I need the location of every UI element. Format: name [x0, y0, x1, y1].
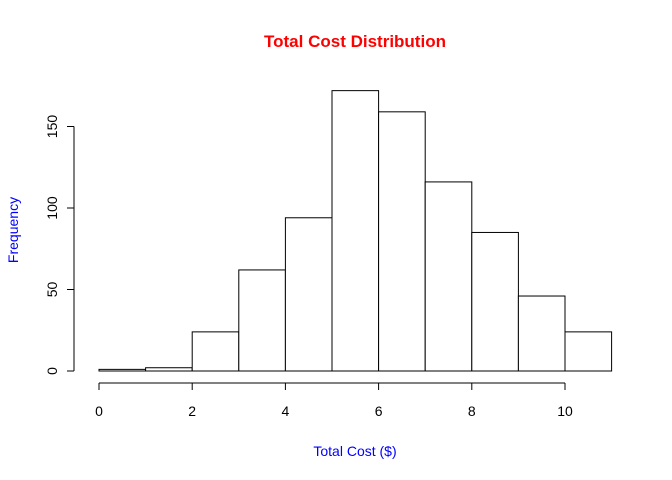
histogram-bar	[98, 368, 147, 372]
histogram-bar	[564, 331, 613, 372]
y-axis-label: Frequency	[5, 197, 21, 263]
x-tick-label: 6	[375, 403, 383, 419]
histogram-bar	[378, 111, 426, 372]
y-axis: 0 50 100 150	[44, 115, 75, 375]
histogram-bar	[145, 367, 193, 372]
x-tick-label: 2	[188, 403, 196, 419]
histogram-bar	[191, 331, 240, 372]
histogram-bar	[331, 90, 380, 372]
y-tick-label: 50	[44, 282, 60, 298]
histogram-bar	[424, 181, 473, 372]
x-axis: 0 2 4 6 8 10	[95, 382, 573, 419]
x-tick-label: 10	[557, 403, 573, 419]
histogram-bar	[238, 269, 286, 372]
x-tick-label: 4	[282, 403, 290, 419]
x-axis-label: Total Cost ($)	[313, 443, 396, 459]
bars-group	[98, 90, 613, 372]
histogram-bar	[517, 295, 566, 372]
histogram-bar	[284, 217, 333, 372]
chart-title: Total Cost Distribution	[264, 32, 446, 51]
x-tick-label: 8	[468, 403, 476, 419]
y-tick-label: 150	[44, 115, 60, 139]
y-tick-label: 100	[44, 196, 60, 220]
x-tick-label: 0	[95, 403, 103, 419]
y-tick-label: 0	[44, 367, 60, 375]
histogram-bar	[471, 231, 519, 372]
